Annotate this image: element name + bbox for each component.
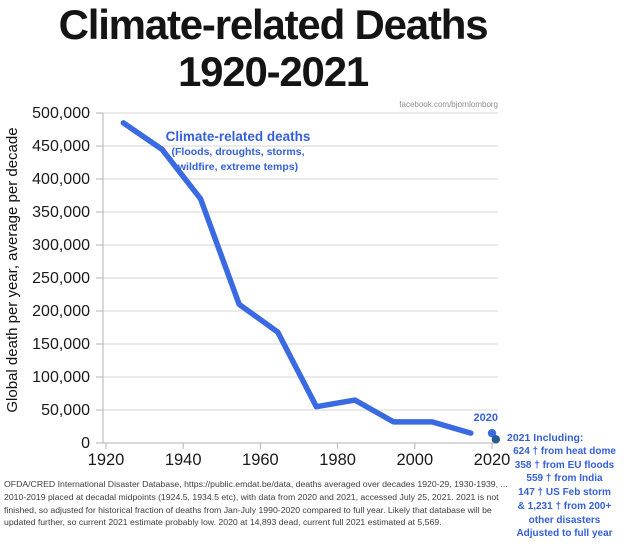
annotation-line: Adjusted to full year [516, 528, 613, 540]
y-tick-label: 150,000 [32, 335, 90, 353]
annotation-2021-block: 2021 Including: 624 † from heat dome 358 … [505, 431, 624, 541]
y-tick-label: 0 [81, 434, 90, 452]
x-tick-label: 1920 [87, 451, 125, 469]
y-tick-label: 200,000 [32, 302, 90, 320]
source-footnote: OFDA/CRED International Disaster Databas… [4, 478, 508, 529]
y-tick-label: 250,000 [32, 269, 90, 287]
y-tick-label: 450,000 [32, 137, 90, 155]
annotation-line: 624 † from heat dome [513, 446, 616, 457]
deaths-trend-line [120, 120, 474, 436]
series-name-label: Climate-related deaths [165, 129, 311, 144]
annotation-line: 559 † from India [526, 473, 603, 485]
chart-title-line1: Climate-related Deaths [58, 1, 489, 48]
y-tick-label: 50,000 [41, 401, 90, 419]
footnote-line: updated further, so current 2021 estimat… [4, 517, 442, 528]
y-tick-label: 400,000 [32, 170, 90, 188]
chart-title-line2: 1920-2021 [177, 47, 369, 95]
x-tick-label: 1960 [242, 451, 279, 469]
chart-title: Climate-related Deaths 1920-2021 [8, 0, 538, 94]
y-tick-label: 350,000 [32, 203, 90, 221]
footnote-line: OFDA/CRED International Disaster Databas… [4, 479, 508, 489]
y-tick-label: 300,000 [32, 236, 90, 254]
annotation-2021-lines: 624 † from heat dome 358 † from EU floods… [505, 445, 624, 541]
annotation-line: 147 † US Feb storm [518, 487, 611, 499]
y-tick-label: 100,000 [32, 368, 90, 386]
x-tick-label: 2020 [473, 451, 511, 469]
footnote-line: 2010-2019 placed at decadal midpoints (1… [4, 491, 499, 502]
series-subtitle-line1: (Floods, droughts, storms, [171, 146, 305, 158]
y-tick-label: 500,000 [32, 104, 90, 122]
x-tick-label: 1940 [164, 451, 202, 469]
watermark-credit: facebook.com/bjornlomborg [399, 100, 498, 109]
series-annotation: Climate-related deaths (Floods, droughts… [128, 128, 348, 174]
footnote-line: finished, so adjusted for historical fra… [4, 504, 492, 515]
data-point-2020 [487, 428, 497, 438]
point-label-2020: 2020 [473, 412, 498, 425]
x-tick-label: 1980 [319, 451, 356, 469]
x-tick-label: 2000 [396, 451, 434, 469]
annotation-2021-heading: 2021 Including: [507, 432, 584, 444]
series-subtitle-line2: wildfire, extreme temps) [177, 160, 299, 173]
annotation-line: & 1,231 † from 200+ [517, 500, 612, 512]
annotation-line: other disasters [528, 514, 601, 526]
data-point-2021 [491, 435, 501, 444]
annotation-line: 358 † from EU floods [514, 459, 615, 471]
